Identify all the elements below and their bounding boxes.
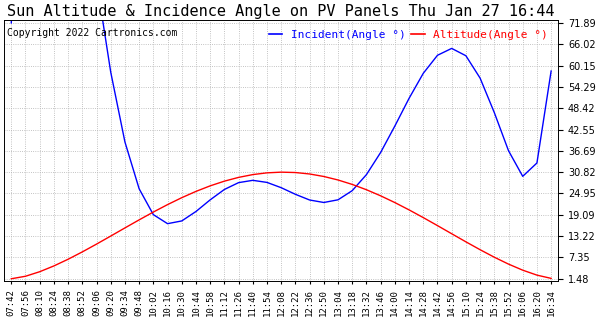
Title: Sun Altitude & Incidence Angle on PV Panels Thu Jan 27 16:44: Sun Altitude & Incidence Angle on PV Pan… <box>7 4 555 19</box>
Text: Copyright 2022 Cartronics.com: Copyright 2022 Cartronics.com <box>7 28 178 38</box>
Legend: Incident(Angle °), Altitude(Angle °): Incident(Angle °), Altitude(Angle °) <box>264 26 553 45</box>
